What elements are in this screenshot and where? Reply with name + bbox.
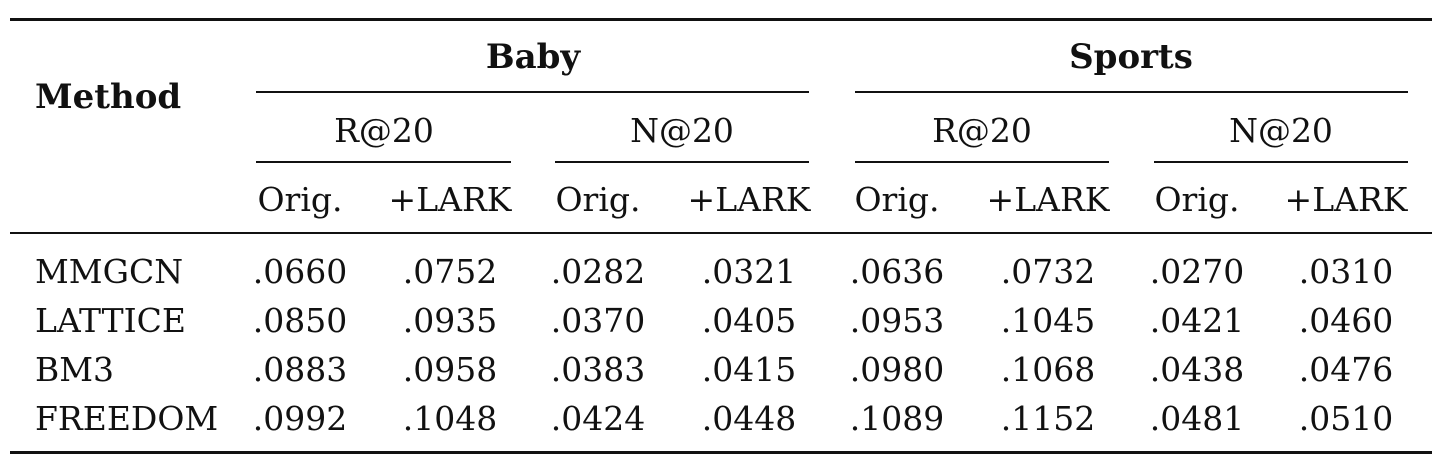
top-rule — [10, 18, 1432, 21]
table-cell: .0282 — [550, 252, 646, 291]
col-header-orig: Orig. — [555, 180, 641, 219]
table-cell: .0510 — [1298, 399, 1394, 438]
table-cell: .1045 — [1000, 301, 1096, 340]
table-cell: .1068 — [1000, 350, 1096, 389]
col-header-lark: +LARK — [1284, 180, 1408, 219]
table-cell: .1152 — [1000, 399, 1096, 438]
table-cell: .0383 — [550, 350, 646, 389]
row-method-label: LATTICE — [35, 301, 186, 340]
mid-rule — [10, 232, 1432, 234]
sports-n20-underline — [1154, 161, 1408, 163]
metric-header-sports-n20: N@20 — [1229, 111, 1333, 150]
dataset-header-sports: Sports — [1069, 37, 1193, 77]
sports-r20-underline — [855, 161, 1109, 163]
row-method-label: MMGCN — [35, 252, 184, 291]
table-cell: .0752 — [402, 252, 498, 291]
row-method-label: FREEDOM — [35, 399, 219, 438]
dataset-header-baby: Baby — [485, 37, 581, 77]
table-cell: .0636 — [849, 252, 945, 291]
table-cell: .0935 — [402, 301, 498, 340]
table-cell: .0405 — [701, 301, 797, 340]
col-header-lark: +LARK — [986, 180, 1110, 219]
table-cell: .0481 — [1149, 399, 1245, 438]
col-header-orig: Orig. — [854, 180, 940, 219]
table-cell: .0660 — [252, 252, 348, 291]
table-cell: .0421 — [1149, 301, 1245, 340]
method-header: Method — [35, 77, 182, 117]
baby-r20-underline — [256, 161, 511, 163]
baby-underline — [256, 91, 809, 93]
metric-header-baby-r20: R@20 — [334, 111, 434, 150]
table-cell: .0958 — [402, 350, 498, 389]
col-header-orig: Orig. — [257, 180, 343, 219]
metric-header-baby-n20: N@20 — [630, 111, 734, 150]
col-header-lark: +LARK — [687, 180, 811, 219]
table-cell: .0415 — [701, 350, 797, 389]
table-cell: .0438 — [1149, 350, 1245, 389]
col-header-orig: Orig. — [1154, 180, 1240, 219]
table-cell: .0310 — [1298, 252, 1394, 291]
table-cell: .0270 — [1149, 252, 1245, 291]
table-cell: .1048 — [402, 399, 498, 438]
baby-n20-underline — [555, 161, 809, 163]
table-cell: .0732 — [1000, 252, 1096, 291]
table-cell: .0448 — [701, 399, 797, 438]
table-cell: .0370 — [550, 301, 646, 340]
table-cell: .0980 — [849, 350, 945, 389]
metric-header-sports-r20: R@20 — [932, 111, 1032, 150]
table-cell: .0460 — [1298, 301, 1394, 340]
table-cell: .0953 — [849, 301, 945, 340]
table-cell: .1089 — [849, 399, 945, 438]
table-cell: .0883 — [252, 350, 348, 389]
col-header-lark: +LARK — [388, 180, 512, 219]
table-cell: .0476 — [1298, 350, 1394, 389]
bottom-rule — [10, 451, 1432, 454]
sports-underline — [855, 91, 1408, 93]
table-cell: .0850 — [252, 301, 348, 340]
table-cell: .0992 — [252, 399, 348, 438]
table-cell: .0321 — [701, 252, 797, 291]
table-cell: .0424 — [550, 399, 646, 438]
row-method-label: BM3 — [35, 350, 115, 389]
